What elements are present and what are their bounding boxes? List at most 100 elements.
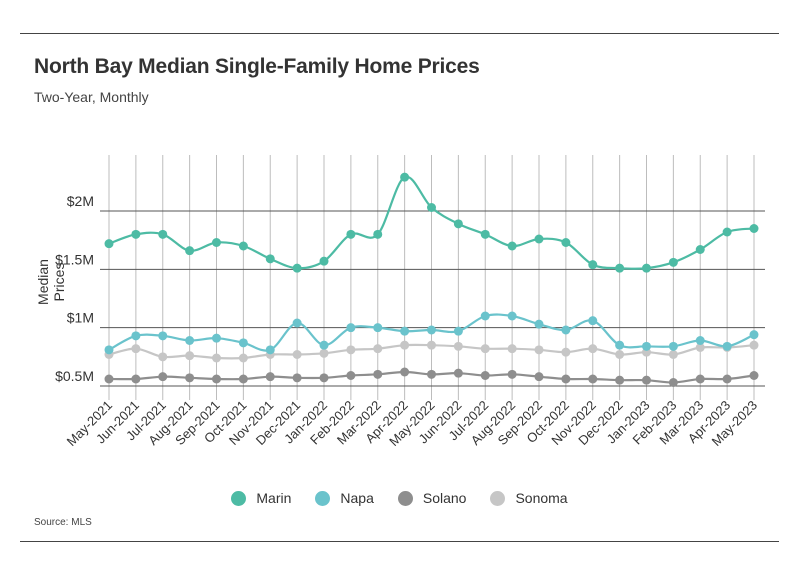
data-point-marin xyxy=(131,229,141,239)
data-point-solano xyxy=(319,373,329,383)
legend-item-napa: Napa xyxy=(315,490,374,506)
data-point-solano xyxy=(427,369,436,379)
data-point-solano xyxy=(588,374,598,384)
data-point-marin xyxy=(588,260,598,270)
data-point-marin xyxy=(373,229,383,239)
y-tick-labels: $0.5M $1M $1.5M $2M xyxy=(55,193,94,384)
data-point-solano xyxy=(695,374,705,384)
data-point-napa xyxy=(400,326,410,336)
data-point-solano xyxy=(642,375,651,385)
data-point-napa xyxy=(427,325,436,335)
data-point-sonoma xyxy=(507,344,517,354)
data-point-marin xyxy=(695,245,705,254)
legend-swatch xyxy=(397,490,413,506)
data-point-solano xyxy=(131,374,141,384)
legend-swatch xyxy=(231,490,247,506)
data-point-solano xyxy=(104,374,114,384)
data-point-sonoma xyxy=(588,344,598,354)
data-point-solano xyxy=(292,373,302,383)
data-point-solano xyxy=(615,375,625,385)
source-note: Source: MLS xyxy=(34,517,92,528)
data-point-sonoma xyxy=(346,345,356,355)
data-point-napa xyxy=(292,318,302,328)
data-point-marin xyxy=(346,229,356,239)
data-point-marin xyxy=(722,227,732,237)
data-point-solano xyxy=(453,368,463,378)
data-point-marin xyxy=(561,238,571,247)
data-point-sonoma xyxy=(131,344,141,354)
legend-swatch xyxy=(315,490,331,506)
data-point-napa xyxy=(642,341,651,351)
chart-title: North Bay Median Single-Family Home Pric… xyxy=(34,55,480,78)
y-tick-label: $2M xyxy=(67,193,94,209)
data-point-sonoma xyxy=(400,340,410,350)
chart-subtitle: Two-Year, Monthly xyxy=(34,89,149,105)
data-point-marin xyxy=(453,219,463,229)
data-point-solano xyxy=(185,373,195,383)
data-point-sonoma xyxy=(427,340,436,350)
data-point-sonoma xyxy=(373,344,383,354)
data-point-sonoma xyxy=(238,353,248,363)
data-point-sonoma xyxy=(695,343,705,352)
data-point-sonoma xyxy=(561,347,571,357)
data-point-solano xyxy=(373,369,383,379)
top-rule xyxy=(20,33,779,34)
data-point-napa xyxy=(588,316,598,326)
data-point-marin xyxy=(265,254,275,264)
data-point-marin xyxy=(749,224,759,233)
data-point-napa xyxy=(722,341,732,351)
data-point-marin xyxy=(185,246,195,256)
legend-item-sonoma: Sonoma xyxy=(490,490,568,506)
data-point-solano xyxy=(238,374,248,384)
data-point-marin xyxy=(319,256,329,266)
data-point-marin xyxy=(668,257,678,267)
y-tick-label: $0.5M xyxy=(55,368,94,384)
data-point-napa xyxy=(319,340,329,350)
data-point-marin xyxy=(292,263,302,273)
legend-label: Solano xyxy=(422,490,467,506)
data-point-sonoma xyxy=(480,344,490,354)
data-point-sonoma xyxy=(749,340,759,350)
data-point-solano xyxy=(668,378,678,387)
data-point-napa xyxy=(104,345,114,355)
data-point-napa xyxy=(265,345,275,355)
bottom-rule xyxy=(20,541,779,542)
data-point-napa xyxy=(212,333,221,343)
data-point-solano xyxy=(749,371,759,380)
data-point-solano xyxy=(480,371,490,380)
data-point-napa xyxy=(131,331,141,341)
data-point-marin xyxy=(158,229,168,239)
data-point-marin xyxy=(400,172,410,182)
data-point-marin xyxy=(238,241,248,251)
y-tick-label: $1.5M xyxy=(55,251,94,267)
grid-lines xyxy=(100,155,765,400)
data-point-solano xyxy=(265,372,275,382)
data-point-napa xyxy=(346,323,356,333)
legend-label: Marin xyxy=(256,490,292,506)
data-point-marin xyxy=(534,234,544,244)
data-point-sonoma xyxy=(158,352,168,362)
data-point-marin xyxy=(212,238,221,247)
data-point-solano xyxy=(561,374,571,384)
data-point-sonoma xyxy=(319,348,329,358)
data-point-solano xyxy=(346,371,356,380)
legend-swatch xyxy=(490,490,506,506)
data-point-sonoma xyxy=(668,350,678,359)
series-points xyxy=(104,172,759,387)
data-point-marin xyxy=(427,203,436,212)
data-point-sonoma xyxy=(534,345,544,355)
x-tick-labels: May-2021Jun-2021Jul-2021Aug-2021Sep-2021… xyxy=(64,398,760,449)
data-point-sonoma xyxy=(185,351,195,361)
data-point-solano xyxy=(158,372,168,382)
data-point-napa xyxy=(373,323,383,333)
data-point-solano xyxy=(400,367,410,377)
data-point-marin xyxy=(642,263,651,273)
data-point-solano xyxy=(507,369,517,379)
data-point-sonoma xyxy=(292,350,302,359)
data-point-sonoma xyxy=(615,350,625,359)
data-point-napa xyxy=(238,338,248,348)
legend: Marin Napa Solano Sonoma xyxy=(0,490,799,506)
data-point-solano xyxy=(212,374,221,384)
legend-label: Sonoma xyxy=(515,490,568,506)
legend-item-solano: Solano xyxy=(397,490,467,506)
